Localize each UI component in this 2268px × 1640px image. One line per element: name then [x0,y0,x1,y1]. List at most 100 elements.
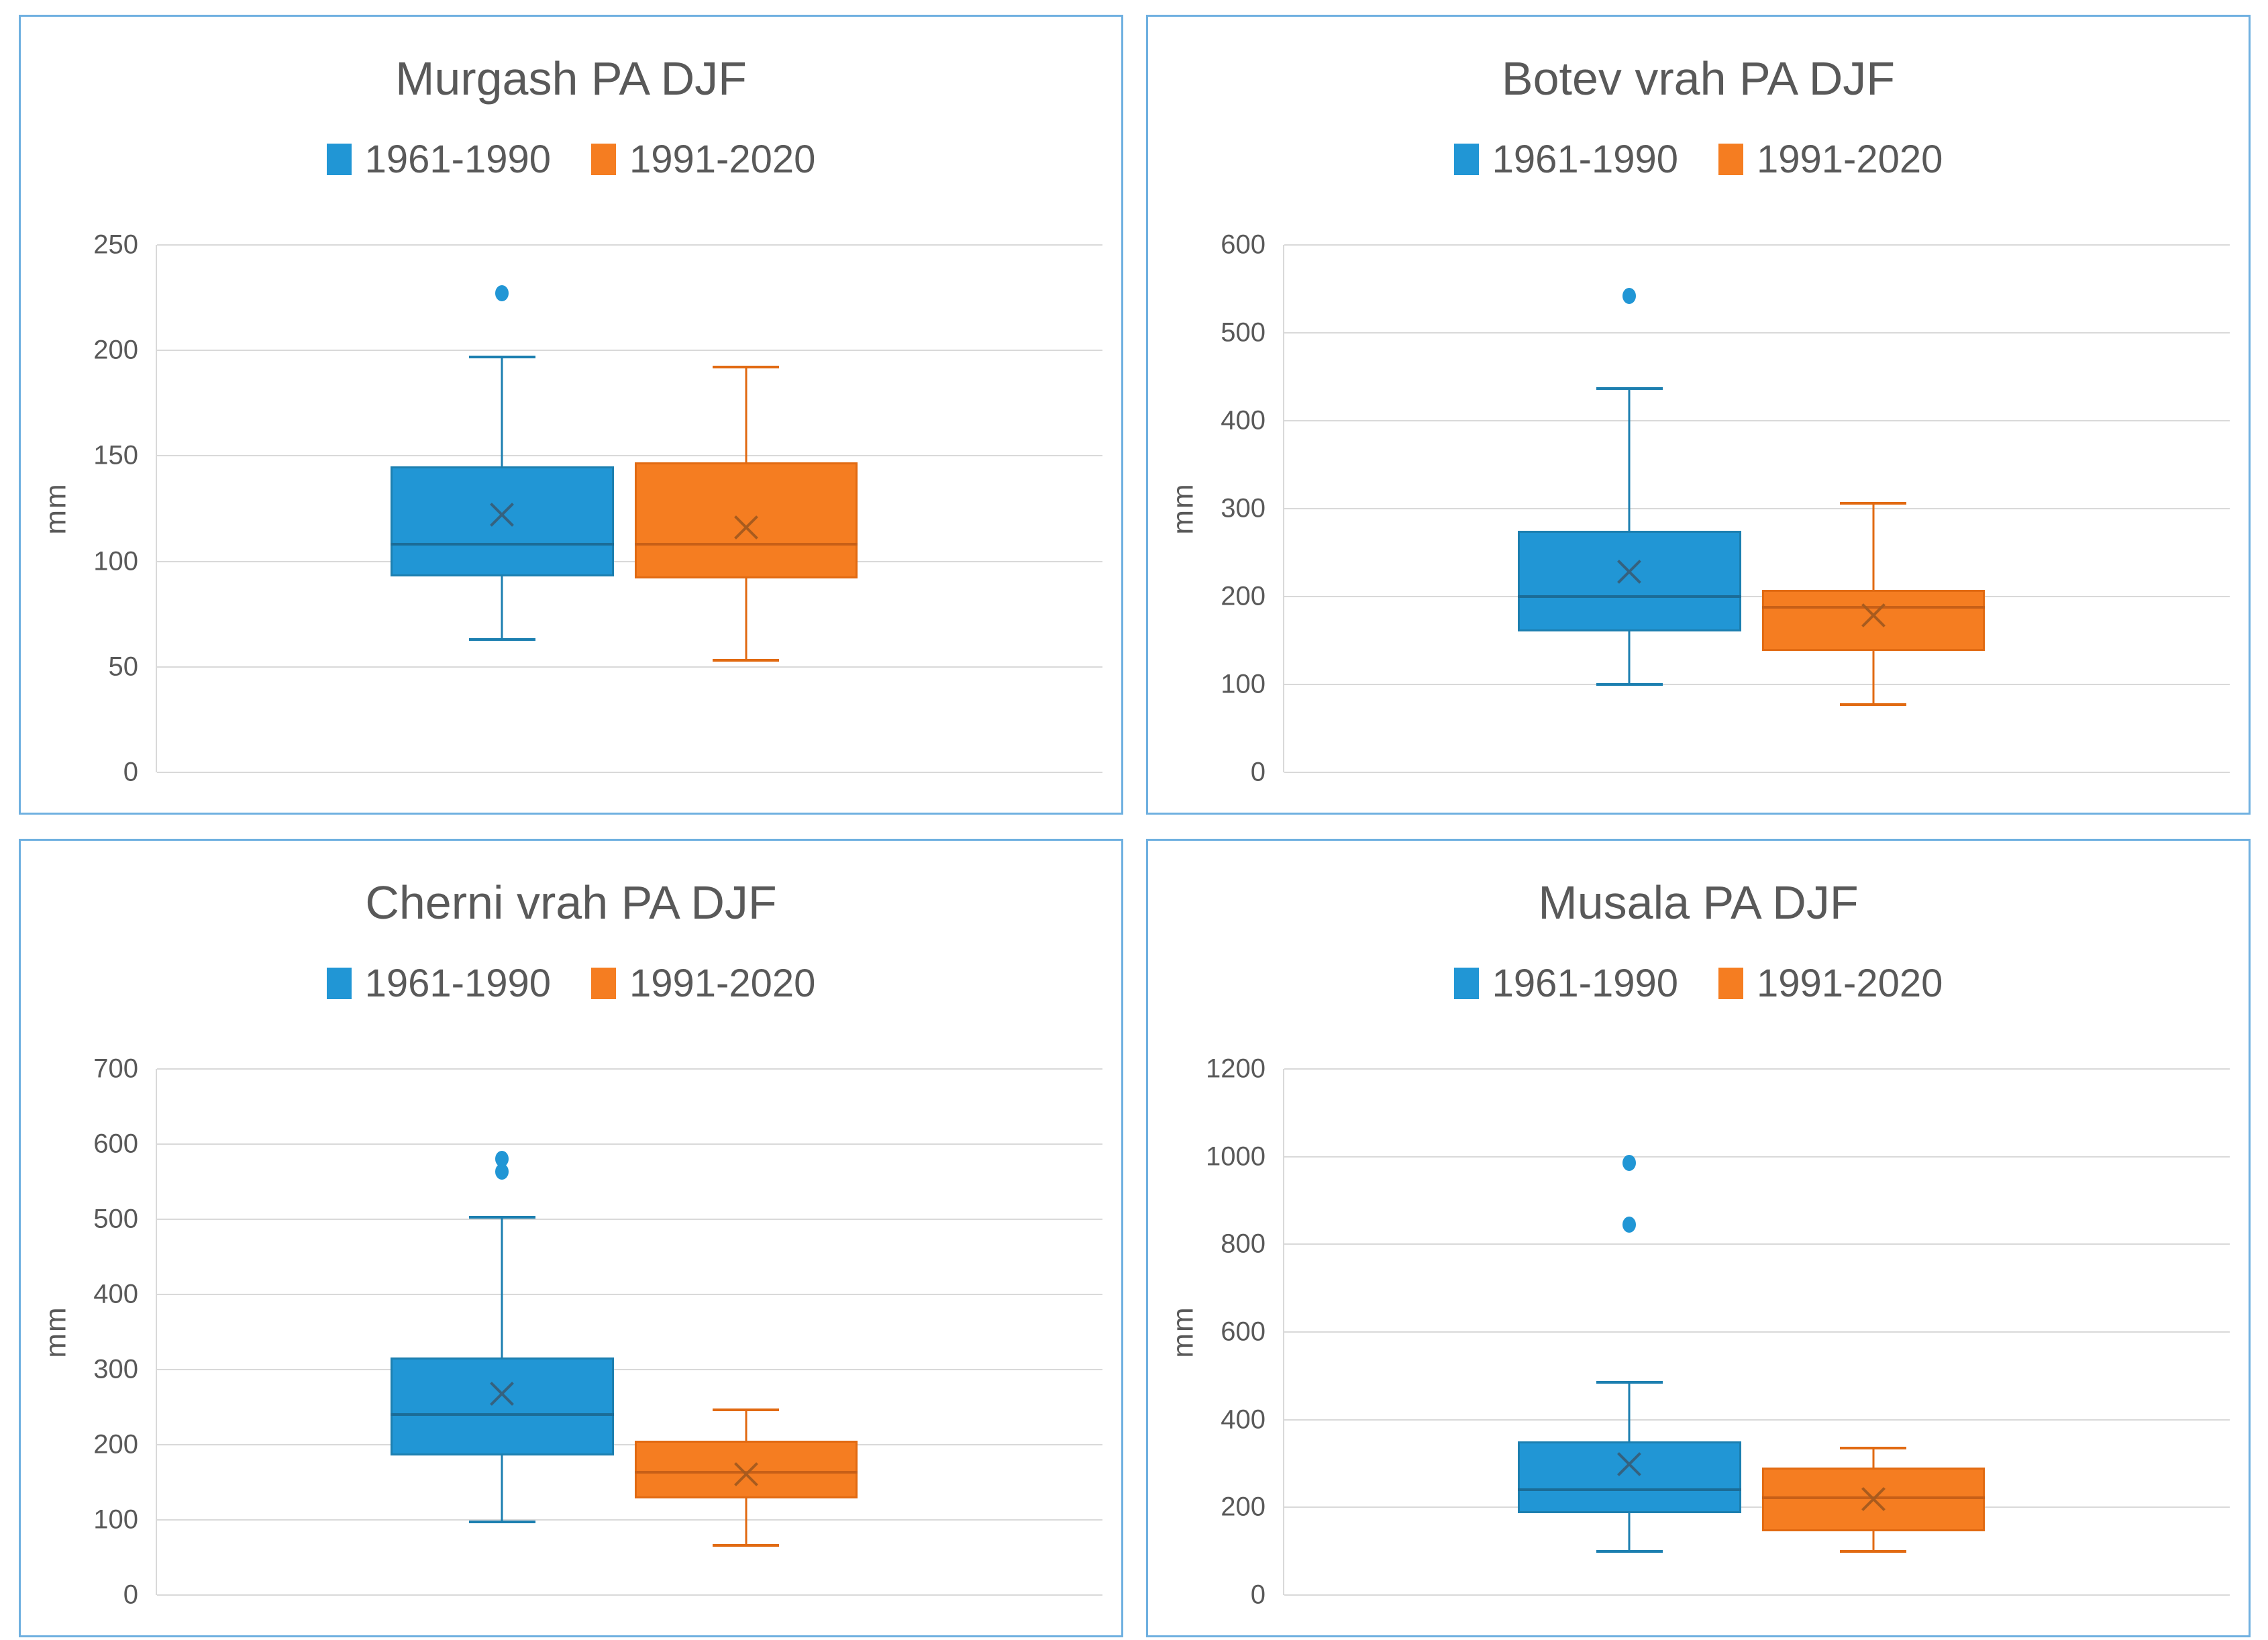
y-axis-title: mm [1167,1306,1200,1358]
legend-swatch-blue [326,144,352,175]
y-tick-label: 100 [93,1504,138,1535]
chart-legend: 1961-1990 1991-2020 [1148,137,2249,182]
y-tick-label: 1000 [1206,1141,1266,1172]
mean-x-icon [490,1381,515,1406]
chart-legend: 1961-1990 1991-2020 [1148,961,2249,1006]
gridline [1284,244,2230,246]
gridline [157,244,1102,246]
y-tick-label: 50 [108,652,139,682]
mean-x-marker [487,1378,517,1410]
chart-panel-musala: Musala PA DJF 1961-1990 1991-2020 mm 120… [1146,839,2251,1637]
chart-title: Cherni vrah PA DJF [365,876,777,929]
whisker-lower [501,576,503,639]
gridline [1284,508,2230,509]
whisker-cap-max [1596,1381,1663,1384]
y-tick-label: 250 [93,229,138,260]
whisker-cap-min [713,1544,780,1547]
legend-entry-1961-1990: 1961-1990 [326,961,551,1006]
median-line [1518,1488,1741,1492]
gridline [1284,1506,2230,1508]
gridline [157,772,1102,773]
y-tick-label: 800 [1221,1229,1266,1259]
outlier-dot [495,285,509,302]
median-line [1518,595,1741,598]
legend-label: 1961-1990 [1492,962,1678,1005]
whisker-upper [745,367,748,462]
y-tick-label: 200 [1221,581,1266,611]
y-tick-label: 400 [93,1279,138,1309]
gridline [1284,1243,2230,1245]
legend-entry-1991-2020: 1991-2020 [591,961,815,1006]
whisker-lower [745,1498,748,1546]
whisker-cap-max [713,1408,780,1412]
legend-entry-1961-1990: 1961-1990 [1453,137,1678,182]
mean-x-marker [487,499,517,531]
y-tick-label: 0 [123,757,138,787]
plot-area: 250 200 150 100 50 0 [93,230,1102,787]
box-iqr [1761,589,1986,652]
whisker-cap-min [468,637,535,641]
chart-legend: 1961-1990 1991-2020 [21,961,1121,1006]
legend-swatch-blue [1453,144,1479,175]
legend-label: 1991-2020 [629,138,816,181]
legend-entry-1991-2020: 1991-2020 [1718,961,1943,1006]
mean-x-marker [1614,1448,1644,1480]
legend-label: 1991-2020 [1757,962,1943,1005]
median-line [391,543,614,546]
outlier-dot [495,1151,509,1168]
chart-title: Musala PA DJF [1538,876,1859,929]
whisker-cap-min [1596,1549,1663,1553]
legend-entry-1991-2020: 1991-2020 [591,137,815,182]
mean-x-icon [733,1462,758,1486]
whisker-cap-max [1840,1447,1907,1450]
whisker-lower [745,578,748,661]
gridline [157,560,1102,562]
y-tick-label: 0 [1250,757,1266,787]
y-tick-label: 500 [1221,317,1266,348]
outlier-dot [1622,1155,1637,1172]
legend-swatch-blue [326,968,352,999]
whisker-upper [1628,1382,1631,1442]
whisker-upper [501,1217,503,1358]
y-tick-label: 150 [93,440,138,470]
whisker-cap-min [1596,683,1663,686]
whisker-upper [1872,1448,1875,1468]
gridline [157,1294,1102,1295]
whisker-upper [1872,503,1875,590]
legend-swatch-orange [591,144,616,175]
y-tick-label: 100 [93,546,138,576]
legend-label: 1991-2020 [1757,138,1943,181]
y-tick-label: 200 [93,1429,138,1459]
legend-entry-1961-1990: 1961-1990 [326,137,551,182]
mean-x-icon [1617,560,1642,584]
gridline [1284,1594,2230,1596]
whisker-cap-min [468,1521,535,1524]
y-tick-label: 600 [93,1129,138,1159]
outlier-dot [1622,1216,1637,1233]
y-axis-title: mm [1167,482,1200,535]
gridline [157,1369,1102,1370]
whisker-upper [1628,388,1631,531]
y-tick-label: 400 [1221,405,1266,435]
box-iqr [391,466,614,576]
mean-x-marker [731,1458,761,1490]
whisker-cap-max [713,366,780,369]
gridline [157,1594,1102,1596]
mean-x-icon [1861,603,1886,627]
y-tick-label: 1200 [1206,1054,1266,1084]
gridline [1284,1331,2230,1333]
mean-x-icon [490,503,515,527]
mean-x-marker [731,511,761,544]
gridline [1284,419,2230,421]
plot-area: 600 500 400 300 200 100 0 [1221,230,2230,787]
chart-panel-botev-vrah: Botev vrah PA DJF 1961-1990 1991-2020 mm… [1146,15,2251,815]
gridline [157,1068,1102,1070]
gridline [157,1143,1102,1145]
legend-swatch-orange [591,968,616,999]
chart-panel-cherni-vrah: Cherni vrah PA DJF 1961-1990 1991-2020 m… [19,839,1123,1637]
legend-label: 1961-1990 [364,138,551,181]
mean-x-marker [1859,1483,1888,1515]
median-line [1761,605,1986,609]
legend-label: 1961-1990 [1492,138,1678,181]
legend-swatch-orange [1718,144,1743,175]
